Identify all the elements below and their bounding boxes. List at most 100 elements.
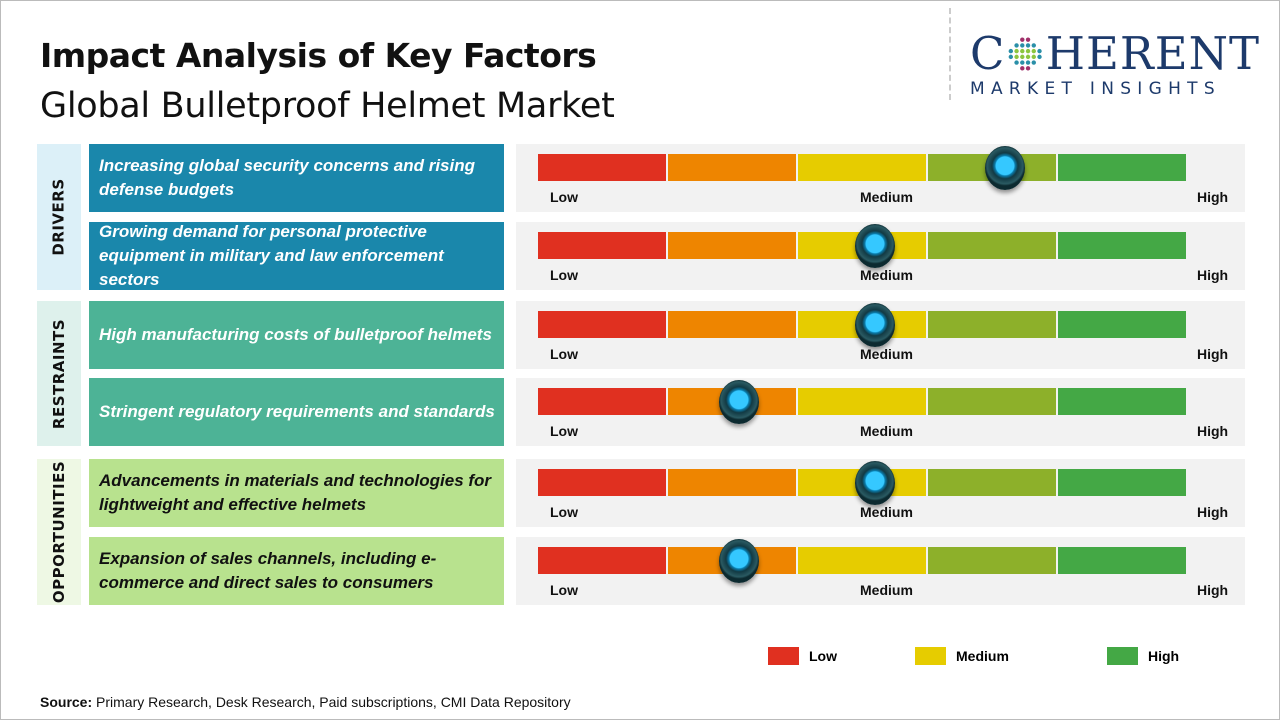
- scale-high-label: High: [1197, 267, 1229, 283]
- divider: [949, 8, 951, 100]
- gauge-segment: [1058, 232, 1186, 259]
- impact-knob-icon: [854, 461, 895, 505]
- scale-high-label: High: [1197, 423, 1229, 439]
- impact-gauge: Low Medium High: [516, 378, 1245, 446]
- globe-dot: [1026, 66, 1031, 71]
- page-title: Impact Analysis of Key Factors: [40, 36, 597, 75]
- globe-dot: [1009, 48, 1014, 54]
- gauge-segment: [1058, 154, 1186, 181]
- scale-high-label: High: [1197, 582, 1229, 598]
- globe-dot: [1026, 60, 1031, 65]
- scale-low-label: Low: [550, 504, 578, 520]
- impact-knob-icon: [718, 380, 759, 424]
- factor-label: High manufacturing costs of bulletproof …: [89, 301, 504, 369]
- globe-dot: [1037, 54, 1043, 60]
- gauge-bar: [538, 388, 1186, 415]
- factor-label: Advancements in materials and technologi…: [89, 459, 504, 527]
- globe-dot: [1032, 54, 1037, 60]
- impact-knob-icon: [854, 224, 895, 268]
- gauge-segment: [538, 311, 668, 338]
- gauge-segment: [1058, 469, 1186, 496]
- scale-medium-label: Medium: [860, 346, 913, 362]
- globe-dot: [1020, 66, 1025, 71]
- scale-high-label: High: [1197, 504, 1229, 520]
- scale-medium-label: Medium: [860, 582, 913, 598]
- gauge-segment: [928, 388, 1058, 415]
- gauge-segment: [1058, 388, 1186, 415]
- gauge-segment: [538, 154, 668, 181]
- globe-dot: [1014, 43, 1020, 48]
- gauge-bar: [538, 154, 1186, 181]
- globe-dot: [1020, 60, 1025, 65]
- impact-knob-icon: [984, 146, 1025, 190]
- globe-dot: [1032, 43, 1037, 48]
- globe-dot: [1032, 48, 1037, 54]
- gauge-segment: [928, 469, 1058, 496]
- impact-gauge: Low Medium High: [516, 144, 1245, 212]
- globe-dot: [1026, 54, 1031, 60]
- logo: C HERENT MARKET INSIGHTS: [970, 27, 1260, 100]
- impact-gauge: Low Medium High: [516, 537, 1245, 605]
- globe-dot: [1037, 48, 1043, 54]
- scale-low-label: Low: [550, 189, 578, 205]
- globe-dot: [1020, 54, 1025, 60]
- impact-gauge: Low Medium High: [516, 222, 1245, 290]
- gauge-segment: [668, 154, 798, 181]
- gauge-segment: [928, 311, 1058, 338]
- globe-dot: [1014, 54, 1020, 60]
- gauge-segment: [1058, 311, 1186, 338]
- gauge-bar: [538, 547, 1186, 574]
- category-restraints: RESTRAINTS: [37, 301, 81, 446]
- globe-dot: [1026, 37, 1031, 42]
- globe-dot: [1026, 48, 1031, 54]
- source-note: Source: Primary Research, Desk Research,…: [40, 694, 571, 710]
- gauge-segment: [538, 469, 668, 496]
- gauge-segment: [538, 232, 668, 259]
- gauge-segment: [668, 232, 798, 259]
- scale-low-label: Low: [550, 423, 578, 439]
- globe-icon: [1009, 37, 1043, 71]
- gauge-bar: [538, 469, 1186, 496]
- gauge-segment: [798, 154, 928, 181]
- category-drivers: DRIVERS: [37, 144, 81, 290]
- scale-high-label: High: [1197, 346, 1229, 362]
- legend-low: Low: [768, 647, 837, 665]
- impact-knob-icon: [854, 303, 895, 347]
- gauge-segment: [538, 547, 668, 574]
- scale-low-label: Low: [550, 582, 578, 598]
- globe-dot: [1020, 37, 1025, 42]
- globe-dot: [1014, 48, 1020, 54]
- legend-high: High: [1107, 647, 1179, 665]
- impact-knob-icon: [718, 539, 759, 583]
- scale-medium-label: Medium: [860, 189, 913, 205]
- impact-gauge: Low Medium High: [516, 459, 1245, 527]
- globe-dot: [1009, 54, 1014, 60]
- globe-dot: [1014, 60, 1020, 65]
- gauge-segment: [538, 388, 668, 415]
- globe-dot: [1020, 48, 1025, 54]
- globe-dot: [1020, 43, 1025, 48]
- gauge-segment: [668, 311, 798, 338]
- gauge-segment: [928, 547, 1058, 574]
- impact-gauge: Low Medium High: [516, 301, 1245, 369]
- gauge-segment: [1058, 547, 1186, 574]
- scale-low-label: Low: [550, 267, 578, 283]
- gauge-segment: [668, 469, 798, 496]
- gauge-segment: [928, 232, 1058, 259]
- factor-label: Stringent regulatory requirements and st…: [89, 378, 504, 446]
- scale-high-label: High: [1197, 189, 1229, 205]
- scale-medium-label: Medium: [860, 423, 913, 439]
- scale-medium-label: Medium: [860, 504, 913, 520]
- gauge-segment: [798, 388, 928, 415]
- legend-medium: Medium: [915, 647, 1009, 665]
- page-subtitle: Global Bulletproof Helmet Market: [40, 86, 615, 126]
- scale-medium-label: Medium: [860, 267, 913, 283]
- factor-label: Growing demand for personal protective e…: [89, 222, 504, 290]
- globe-dot: [1032, 60, 1037, 65]
- globe-dot: [1026, 43, 1031, 48]
- factor-label: Expansion of sales channels, including e…: [89, 537, 504, 605]
- scale-low-label: Low: [550, 346, 578, 362]
- gauge-segment: [798, 547, 928, 574]
- factor-label: Increasing global security concerns and …: [89, 144, 504, 212]
- category-opportunities: OPPORTUNITIES: [37, 459, 81, 605]
